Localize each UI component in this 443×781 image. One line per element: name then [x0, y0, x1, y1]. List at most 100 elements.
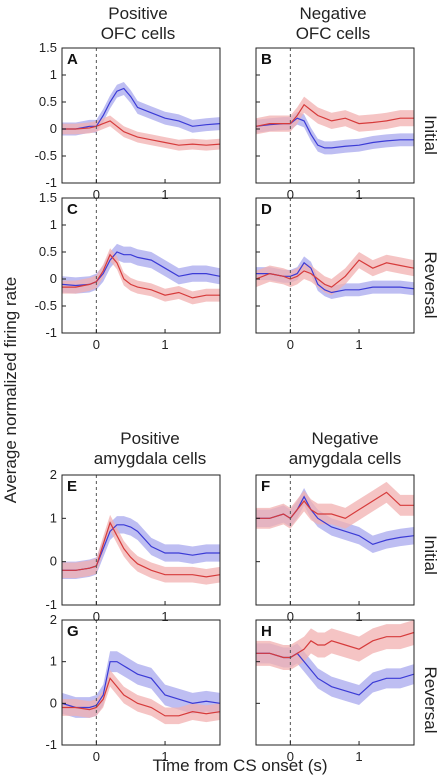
panel-e-xtick-label: 0 — [93, 609, 100, 624]
panel-a-red-line — [62, 120, 220, 146]
title-bottom-left-line1: Positive — [120, 429, 180, 448]
panel-d-blue-sem-band — [256, 256, 414, 299]
panel-d-letter: D — [261, 201, 272, 218]
panel-d-frame — [255, 197, 415, 334]
panel-d: 0 1 D — [255, 197, 415, 352]
panel-f-xtick-label: 1 — [355, 609, 362, 624]
panel-c-ytick-label: 0 — [50, 271, 57, 286]
panel-f-red-sem-band — [256, 481, 414, 529]
panel-f-red-line — [256, 491, 414, 520]
panel-a-plot — [62, 82, 220, 151]
panel-a-blue-line — [62, 87, 220, 130]
panel-h-xtick-label: 0 — [287, 749, 294, 764]
panel-b: 0 1 B — [255, 47, 415, 202]
panel-g-plot — [62, 651, 220, 725]
panel-f-plot — [256, 481, 414, 553]
panel-e-frame — [61, 474, 221, 606]
title-bottom-right-line1: Negative — [311, 429, 378, 448]
title-top-left-line2: OFC cells — [101, 24, 176, 43]
panel-c-xtick-label: 0 — [93, 337, 100, 352]
panel-f-letter: F — [261, 478, 270, 495]
panel-h: 0 1 H — [255, 619, 415, 764]
panel-f-frame — [255, 474, 415, 606]
panel-a-xtick-label: 0 — [93, 187, 100, 202]
panel-e-red-sem-band — [62, 514, 220, 585]
panel-c-xtick-label: 1 — [161, 337, 168, 352]
panel-f-xtick-label: 0 — [287, 609, 294, 624]
panel-e-xtick-label: 1 — [161, 609, 168, 624]
row-label-reversal-ofc: Reversal — [421, 251, 440, 318]
panel-c-frame — [61, 197, 221, 334]
panel-a-ytick-label: 1.5 — [39, 40, 57, 55]
panel-f: 0 1 F — [255, 474, 415, 624]
panel-g-letter: G — [67, 623, 79, 640]
panel-c-ytick-label: 1.5 — [39, 190, 57, 205]
panel-b-red-sem-band — [256, 96, 414, 135]
panel-a-letter: A — [67, 51, 78, 68]
panel-c-ytick-label: 0.5 — [39, 244, 57, 259]
row-label-reversal-amygdala: Reversal — [421, 666, 440, 733]
panel-h-letter: H — [261, 623, 272, 640]
panel-b-plot — [256, 96, 414, 155]
panel-a-ytick-label: 1 — [50, 67, 57, 82]
panel-g-frame — [61, 619, 221, 746]
panel-e-red-line — [62, 521, 220, 578]
panel-g-ytick-label: -1 — [45, 737, 57, 752]
panel-d-xtick-label: 0 — [287, 337, 294, 352]
panel-e-letter: E — [67, 478, 77, 495]
panel-a: -1-0.500.511.50 1A — [35, 40, 221, 202]
panel-c-plot — [62, 243, 220, 305]
panel-c: -1 -0.5 0 0.5 1 1.5 0 1 C — [35, 190, 221, 352]
row-label-initial-amygdala: Initial — [421, 535, 440, 575]
panel-g-red-line — [62, 677, 220, 717]
panel-g-ytick-label: 1 — [50, 654, 57, 669]
panels-group: -1-0.500.511.50 1A0 1B-1-0.500.511.50 1C0 1D… — [35, 40, 415, 764]
title-top-right-line1: Negative — [299, 4, 366, 23]
title-top-right-line2: OFC cells — [296, 24, 371, 43]
panel-e-ytick-label: -1 — [45, 597, 57, 612]
panel-d-plot — [256, 252, 414, 299]
panel-b-red-line — [256, 103, 414, 127]
panel-h-red-sem-band — [256, 620, 414, 670]
panel-h-frame — [255, 619, 415, 746]
panel-e-ytick-label: 0 — [50, 554, 57, 569]
panel-h-plot — [256, 620, 414, 705]
x-axis-label: Time from CS onset (s) — [152, 756, 327, 775]
panel-c-red-line — [62, 253, 220, 299]
panel-g-red-sem-band — [62, 670, 220, 725]
panel-g-ytick-label: 2 — [50, 612, 57, 627]
panel-a-xtick-label: 1 — [161, 187, 168, 202]
panel-d-red-line — [256, 259, 414, 288]
panel-d-xtick-label: 1 — [355, 337, 362, 352]
panel-h-xtick-label: 1 — [355, 749, 362, 764]
panel-g-xtick-label: 1 — [161, 749, 168, 764]
panel-e-ytick-label: 1 — [50, 510, 57, 525]
panel-c-ytick-label: -0.5 — [35, 298, 57, 313]
panel-a-ytick-label: -0.5 — [35, 148, 57, 163]
panel-a-ytick-label: 0.5 — [39, 94, 57, 109]
panel-d-blue-line — [256, 261, 414, 294]
panel-b-xtick-label: 0 — [287, 187, 294, 202]
panel-e-plot — [62, 514, 220, 585]
panel-g-blue-line — [62, 661, 220, 709]
panel-h-red-line — [256, 631, 414, 659]
y-axis-label: Average normalized firing rate — [1, 277, 20, 503]
panel-g-xtick-label: 0 — [93, 749, 100, 764]
panel-e-ytick-label: 2 — [50, 467, 57, 482]
panel-b-xtick-label: 1 — [355, 187, 362, 202]
panel-d-red-sem-band — [256, 252, 414, 296]
panel-c-blue-sem-band — [62, 243, 220, 294]
row-label-initial-ofc: Initial — [421, 115, 440, 155]
panel-g-ytick-label: 0 — [50, 695, 57, 710]
panel-b-frame — [255, 47, 415, 184]
panel-a-ytick-label: -1 — [45, 175, 57, 190]
title-bottom-left-line2: amygdala cells — [94, 449, 206, 468]
panel-a-frame — [61, 47, 221, 184]
panel-b-letter: B — [261, 51, 272, 68]
panel-c-ytick-label: -1 — [45, 325, 57, 340]
title-top-left-line1: Positive — [108, 4, 168, 23]
panel-c-letter: C — [67, 201, 78, 218]
